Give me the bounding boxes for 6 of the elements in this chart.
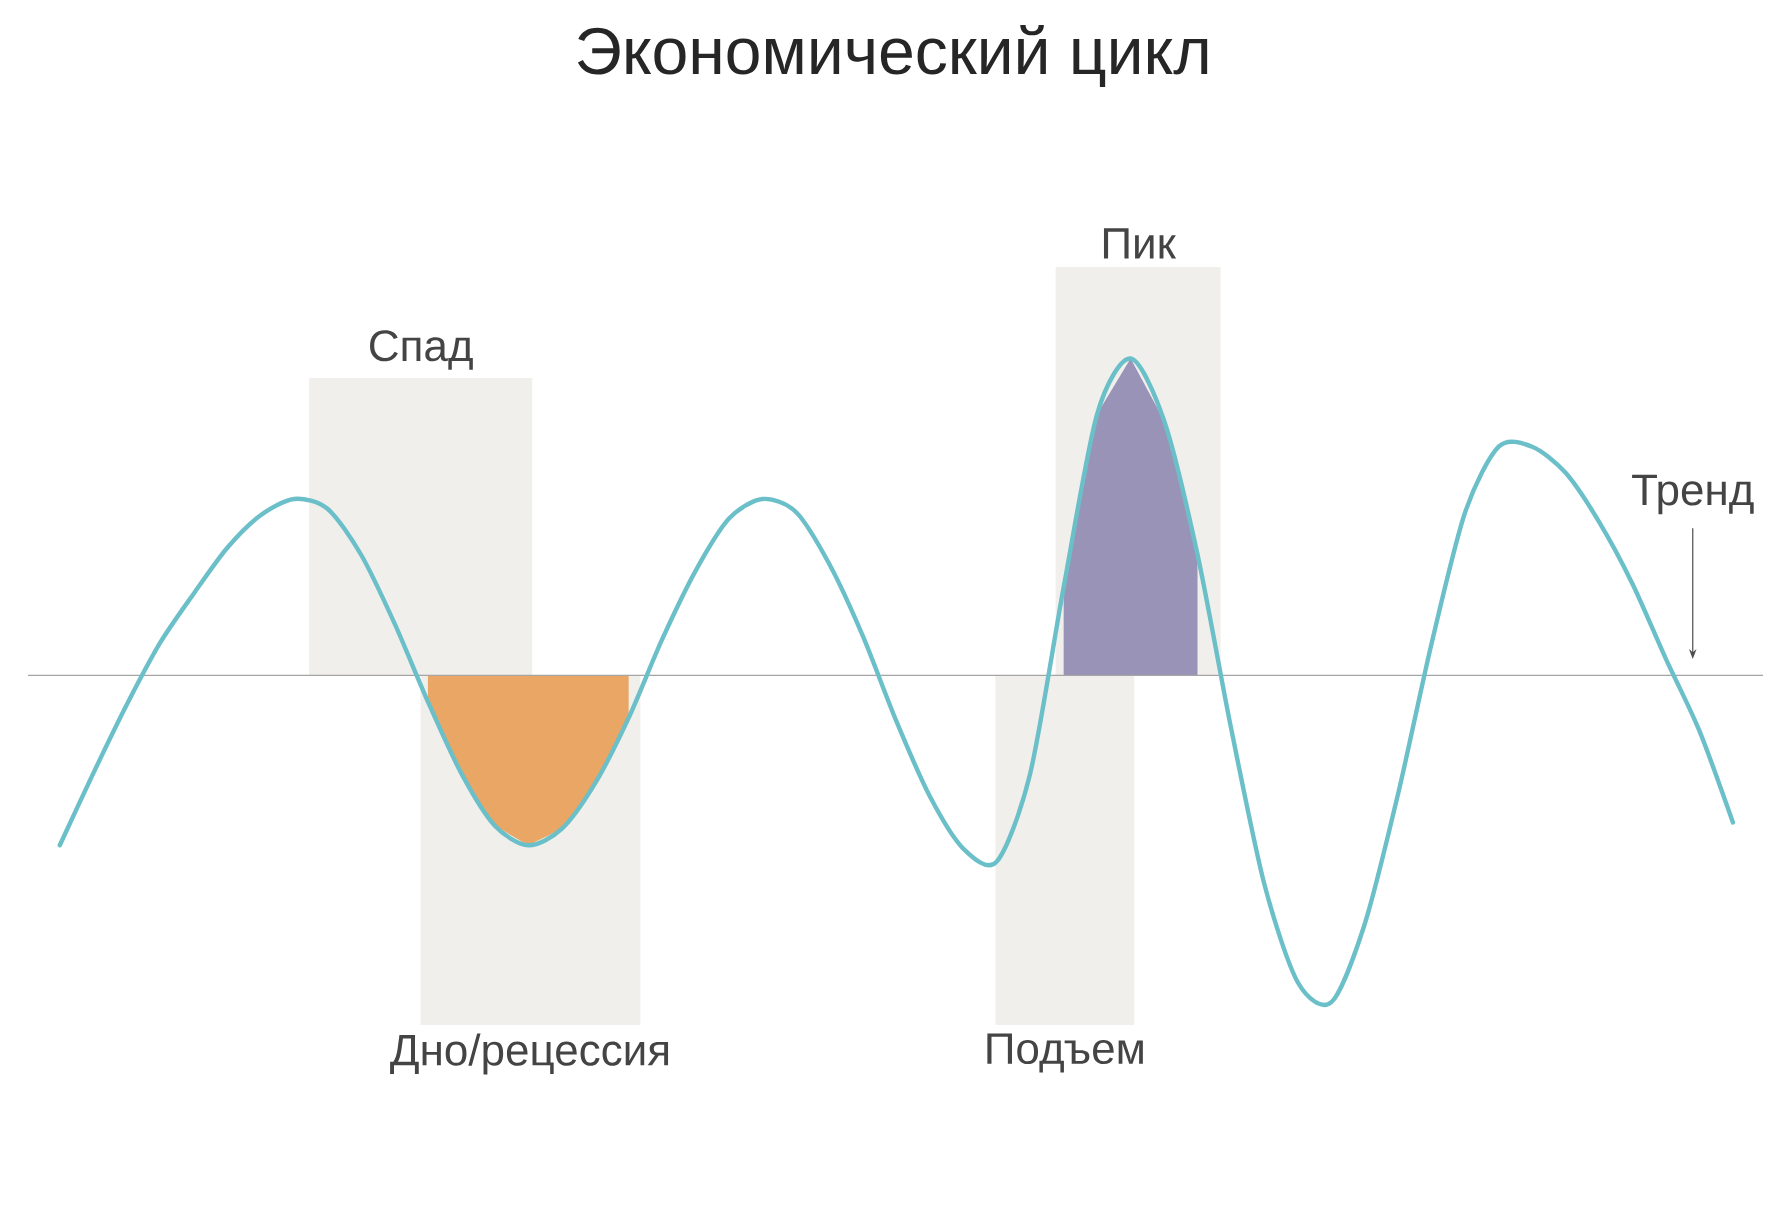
chart-title: Экономический цикл <box>577 24 1208 88</box>
text: Дно/рецессия <box>390 1033 669 1075</box>
annotation: Тренд <box>1632 474 1754 515</box>
annotation: Спад <box>370 330 473 370</box>
text: Подъем <box>987 1033 1143 1073</box>
text: Пик <box>1103 228 1177 259</box>
